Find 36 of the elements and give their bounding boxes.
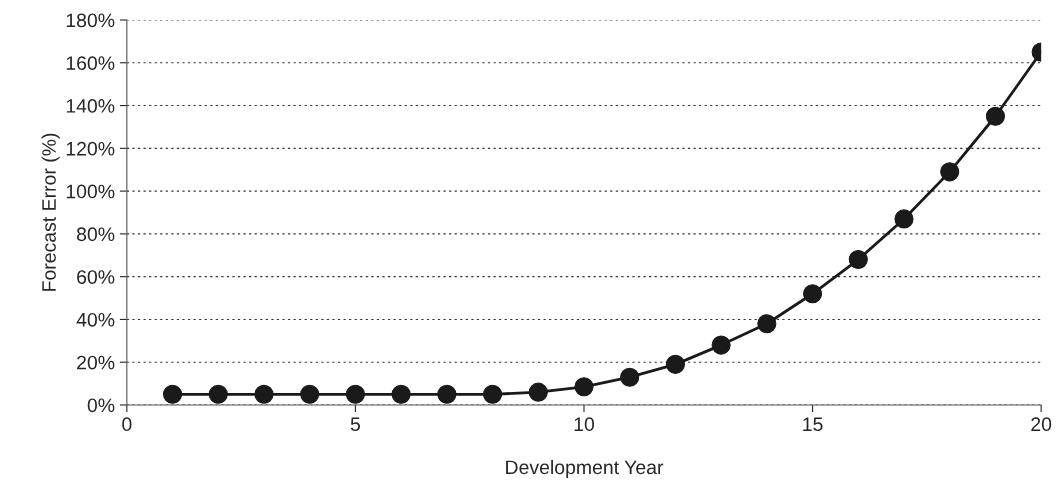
- y-tick-label: 160%: [66, 56, 115, 71]
- point: [894, 209, 914, 229]
- y-tick-label: 80%: [76, 227, 115, 242]
- point: [757, 314, 777, 334]
- y-tick-label: 140%: [66, 99, 115, 113]
- y-tick-label: 100%: [66, 184, 115, 199]
- x-axis-title: Development Year: [506, 459, 664, 479]
- point: [163, 384, 183, 404]
- point: [985, 106, 1005, 126]
- point: [848, 250, 868, 270]
- point: [528, 382, 548, 402]
- point: [208, 384, 228, 404]
- point: [620, 367, 640, 387]
- x-tick-label: 0: [122, 417, 132, 432]
- y-tick-label: 180%: [66, 13, 115, 28]
- point: [300, 384, 320, 404]
- point: [940, 162, 960, 182]
- x-tick-label: 15: [803, 417, 823, 432]
- point: [345, 384, 365, 404]
- point: [437, 384, 457, 404]
- x-tick-label: 20: [1031, 417, 1052, 432]
- y-tick-label: 0%: [87, 398, 115, 413]
- point: [711, 335, 731, 355]
- point: [665, 354, 685, 374]
- x-tick-label: 10: [574, 417, 595, 432]
- point: [254, 384, 274, 404]
- y-tick-label: 40%: [76, 312, 115, 327]
- point: [483, 384, 503, 404]
- x-tick-label: 5: [350, 417, 361, 432]
- point: [803, 284, 823, 304]
- point: [391, 384, 411, 404]
- point: [574, 377, 594, 397]
- y-tick-label: 120%: [66, 141, 115, 156]
- y-axis-title: Forecast Error (%): [41, 133, 60, 291]
- y-tick-label: 20%: [77, 355, 115, 370]
- y-tick-label: 60%: [77, 270, 115, 284]
